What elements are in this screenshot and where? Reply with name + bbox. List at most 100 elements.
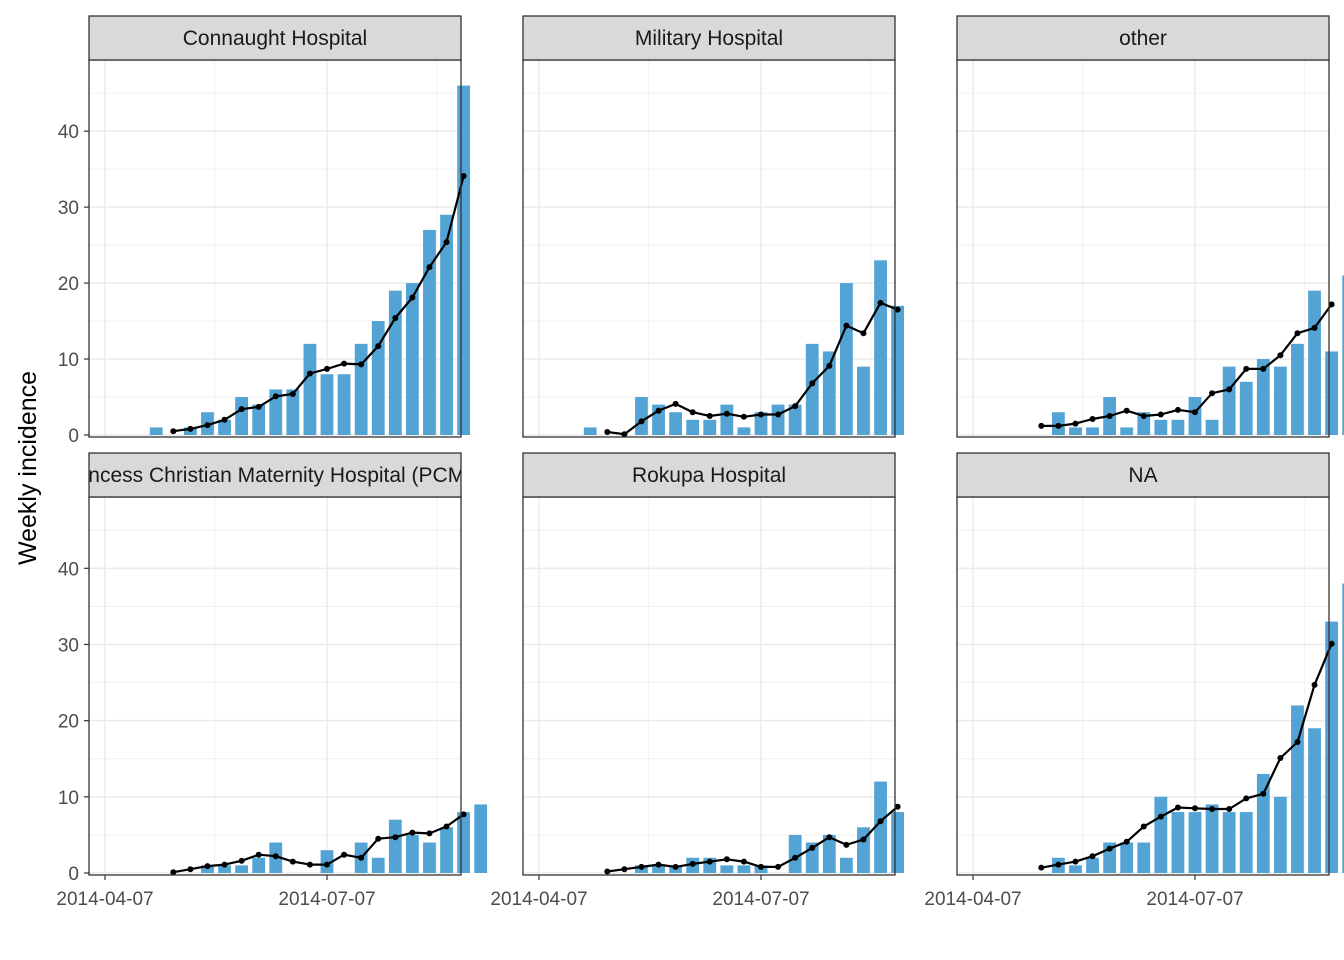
facet-5: NA 2014-04-07 2014-07-07 <box>924 452 1344 910</box>
bar <box>354 343 368 435</box>
bar <box>457 85 471 436</box>
smooth-point <box>1106 845 1113 852</box>
facet-2: other <box>956 15 1344 438</box>
facet-3: Princess Christian Maternity Hospital (P… <box>56 452 488 910</box>
smooth-point <box>1140 413 1147 420</box>
bar <box>822 834 836 873</box>
y-tick-label: 0 <box>68 426 79 447</box>
smooth-point <box>375 343 382 350</box>
bar <box>874 260 887 435</box>
bar <box>1273 796 1287 873</box>
smooth-point <box>392 315 399 322</box>
bar <box>1188 397 1202 435</box>
facet-strip <box>522 452 896 498</box>
facet-strip <box>956 452 1330 498</box>
bar <box>1205 804 1219 873</box>
smooth-point <box>1311 324 1318 331</box>
bar <box>252 404 266 435</box>
smooth-point <box>1328 640 1335 647</box>
bar <box>269 389 283 435</box>
smooth-point <box>409 829 416 836</box>
bar <box>235 865 249 873</box>
smooth-point <box>170 428 177 435</box>
bar <box>1222 812 1236 873</box>
smooth-point <box>170 869 177 876</box>
bar <box>737 865 751 873</box>
smooth-point <box>860 836 867 843</box>
smooth-point <box>443 823 450 830</box>
smooth-point <box>1192 409 1198 416</box>
bar <box>857 827 870 873</box>
smooth-point <box>809 380 816 387</box>
bar <box>1239 812 1253 873</box>
facet-strip <box>88 15 462 61</box>
bar <box>703 419 717 435</box>
bar <box>857 366 870 435</box>
bar <box>218 865 231 873</box>
smooth-point <box>621 431 628 438</box>
smooth-point <box>1174 406 1181 413</box>
facet-strip-label: Princess Christian Maternity Hospital (P… <box>63 464 488 487</box>
x-tick-label: 2014-04-07 <box>490 889 587 910</box>
smooth-point <box>638 418 645 425</box>
smooth-point <box>1055 861 1062 868</box>
smooth-point <box>877 299 884 306</box>
facet-panels: Connaught Hospital 0 10 20 30 40 Military Hosp… <box>56 15 1344 910</box>
bar <box>1325 351 1339 435</box>
bar <box>1154 419 1168 435</box>
smooth-point <box>1072 858 1079 865</box>
panel-background <box>957 497 1329 875</box>
smooth-point <box>1174 804 1181 811</box>
bar <box>1171 419 1185 435</box>
smooth-point <box>255 403 262 410</box>
bar <box>720 865 734 873</box>
smooth-point <box>204 863 211 870</box>
bar <box>1086 857 1099 873</box>
smooth-point <box>358 361 365 368</box>
smooth-point <box>1038 422 1045 429</box>
bar <box>1137 412 1151 435</box>
facet-4: Rokupa Hospital 2014-04-07 2014-07-07 <box>490 452 905 910</box>
smooth-point <box>1209 806 1216 813</box>
bar <box>1154 796 1168 873</box>
smooth-point <box>1157 411 1164 418</box>
bar <box>320 850 334 873</box>
bar <box>371 857 385 873</box>
smooth-point <box>306 370 313 377</box>
smooth-point <box>1140 823 1147 830</box>
facet-0: Connaught Hospital 0 10 20 30 40 <box>58 15 471 447</box>
smooth-point <box>289 390 296 397</box>
smooth-point <box>1209 390 1216 397</box>
smooth-point <box>426 830 433 837</box>
smooth-point <box>392 834 399 841</box>
smooth-point <box>723 856 730 863</box>
panel-background <box>523 60 895 437</box>
smooth-point <box>740 413 747 420</box>
y-axis-title: Weekly incidence <box>14 371 42 565</box>
bar <box>388 290 402 435</box>
smooth-point <box>723 410 730 417</box>
bar <box>1325 621 1339 873</box>
bar <box>201 865 214 873</box>
bar <box>405 283 419 435</box>
smooth-point <box>706 858 713 865</box>
smooth-point <box>204 422 211 429</box>
bar <box>1342 275 1344 435</box>
y-tick-label: 40 <box>58 122 79 143</box>
bar <box>440 827 453 873</box>
smooth-point <box>1294 738 1301 745</box>
smooth-point <box>1260 365 1267 372</box>
smooth-point <box>1243 795 1250 802</box>
smooth-point <box>1294 330 1301 337</box>
smooth-point <box>1192 805 1198 812</box>
smooth-point <box>187 866 194 873</box>
smooth-point <box>358 854 365 861</box>
bar <box>1171 812 1185 873</box>
smooth-point <box>672 400 679 407</box>
x-tick-label: 2014-07-07 <box>278 889 375 910</box>
bar <box>652 865 665 873</box>
bar <box>388 819 402 873</box>
bar <box>771 404 785 435</box>
bar <box>474 804 488 873</box>
